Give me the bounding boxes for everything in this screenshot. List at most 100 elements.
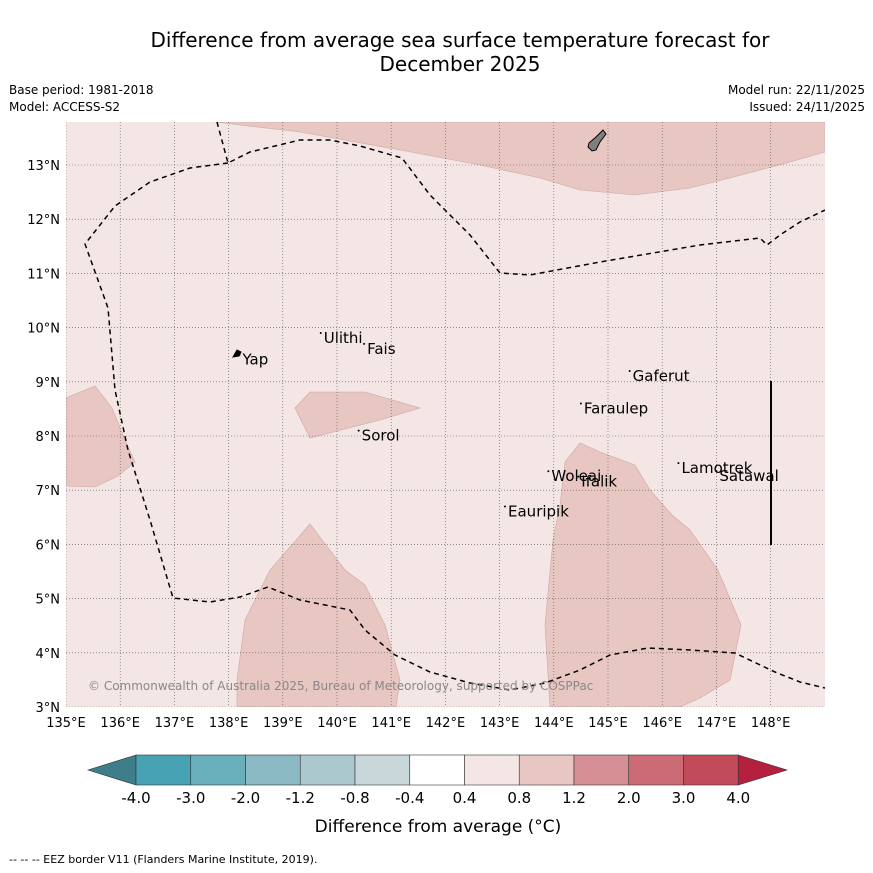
base-period: Base period: 1981-2018 [9,83,154,97]
colorbar-segment [683,754,739,786]
warm-anomaly-sorol [294,391,422,439]
island-marker [363,342,366,345]
longitude-tick-labels: 135°E 136°E 137°E 138°E 139°E 140°E 141°E 142°E… [46,716,790,731]
warm-anomaly-regions [66,122,825,707]
colorbar-tick-label: -3.0 [176,789,205,807]
map-title-line1: Difference from average sea surface temp… [150,28,770,52]
colorbar-segment [354,754,411,786]
colorbar-segment [245,754,301,786]
place-label-yap: Yap [241,351,268,369]
longitude-tick-label: 145°E [588,716,628,731]
colorbar-segment [464,754,520,786]
colorbar-tick-label: 3.0 [672,789,696,807]
longitude-tick-label: 144°E [534,716,574,731]
land-features [232,129,607,358]
place-label-fais: Fais [367,340,396,358]
colorbar-tick-label: 1.2 [562,789,586,807]
colorbar-segment [573,754,630,786]
latitude-tick-label: 6°N [36,538,61,553]
island-marker [579,402,582,405]
map-title-line2: December 2025 [379,52,541,76]
latitude-tick-label: 3°N [36,701,61,716]
latitude-tick-label: 11°N [27,267,60,282]
colorbar-extend-low [86,754,137,786]
colorbar-tick-label: -0.8 [340,789,369,807]
longitude-tick-label: 142°E [426,716,466,731]
colorbar-extend-high [737,754,789,786]
place-label-satawal: Satawal [719,467,778,485]
latitude-tick-labels: 3°N 4°N 5°N 6°N 7°N 8°N 9°N 10°N 11°N 12°N 13°N [27,159,60,716]
graticule [66,122,825,707]
warm-anomaly-north [214,122,825,196]
eez-footnote: -- -- -- EEZ border V11 (Flanders Marine… [9,853,318,866]
warm-anomaly-west [66,385,136,488]
colorbar-tick-label: 4.0 [726,789,750,807]
longitude-tick-label: 143°E [480,716,520,731]
island-marker [577,475,580,478]
warm-anomaly-southeast [544,442,742,707]
longitude-tick-label: 139°E [263,716,303,731]
place-label-woleai: Woleai [551,467,601,485]
colorbar-tick-label: 0.4 [453,789,477,807]
colorbar-title: Difference from average (°C) [315,817,562,837]
place-label-ulithi: Ulithi [324,329,363,347]
warm-anomaly-southwest [236,523,401,707]
island-marker [504,505,507,508]
latitude-tick-label: 12°N [27,213,60,228]
colorbar-segment [135,754,192,786]
guam-island [587,129,607,152]
place-label-sorol: Sorol [362,427,400,445]
colorbar-tick-label: -2.0 [231,789,260,807]
latitude-tick-label: 7°N [36,484,61,499]
meta-right: Model run: 22/11/2025 Issued: 24/11/2025 [728,82,865,116]
latitude-tick-label: 13°N [27,159,60,174]
latitude-tick-label: 8°N [36,430,61,445]
place-label-eauripik: Eauripik [508,502,569,520]
longitude-tick-label: 141°E [371,716,411,731]
latitude-tick-label: 10°N [27,322,60,337]
longitude-tick-label: 140°E [317,716,357,731]
place-label-lamotrek: Lamotrek [681,459,752,477]
longitude-tick-label: 135°E [46,716,86,731]
colorbar-tick-label: 0.8 [507,789,531,807]
longitude-tick-label: 147°E [697,716,737,731]
place-label-faraulep: Faraulep [584,399,648,417]
island-marker [319,332,322,335]
place-label-ifalik: Ifalik [581,473,617,491]
map-title: Difference from average sea surface temp… [60,28,860,76]
model-run: Model run: 22/11/2025 [727,83,865,97]
longitude-tick-label: 138°E [209,716,249,731]
longitude-tick-label: 137°E [155,716,195,731]
model-name: Model: ACCESS-S2 [9,100,121,114]
eez-border [84,122,825,691]
copyright-notice: © Commonwealth of Australia 2025, Bureau… [88,679,593,693]
colorbar-tick-label: -1.2 [286,789,315,807]
colorbar-segment [628,754,684,786]
colorbar-segment [190,754,246,786]
island-marker [715,470,718,473]
latitude-tick-label: 4°N [36,647,61,662]
island-marker [238,353,241,356]
island-marker [677,462,680,465]
meta-left: Base period: 1981-2018 Model: ACCESS-S2 [9,82,154,116]
colorbar-tick-label: 2.0 [617,789,641,807]
place-label-gaferut: Gaferut [633,367,690,385]
colorbar-tick-label: -0.4 [395,789,424,807]
latitude-tick-label: 5°N [36,593,61,608]
colorbar-segment [409,754,465,786]
latitude-tick-label: 9°N [36,376,61,391]
island-marker [357,429,360,432]
longitude-tick-label: 146°E [642,716,682,731]
longitude-tick-label: 148°E [751,716,791,731]
island-marker [628,369,631,372]
colorbar-tick-label: -4.0 [121,789,150,807]
longitude-tick-label: 136°E [100,716,140,731]
colorbar-segment [299,754,356,786]
island-marker [547,470,550,473]
colorbar-segment [518,754,575,786]
issued-date: Issued: 24/11/2025 [749,100,865,114]
colorbar: -4.0 -3.0 -2.0 -1.2 -0.8 -0.4 0.4 0.8 1.2 2.0 3.0 4… [86,754,789,807]
